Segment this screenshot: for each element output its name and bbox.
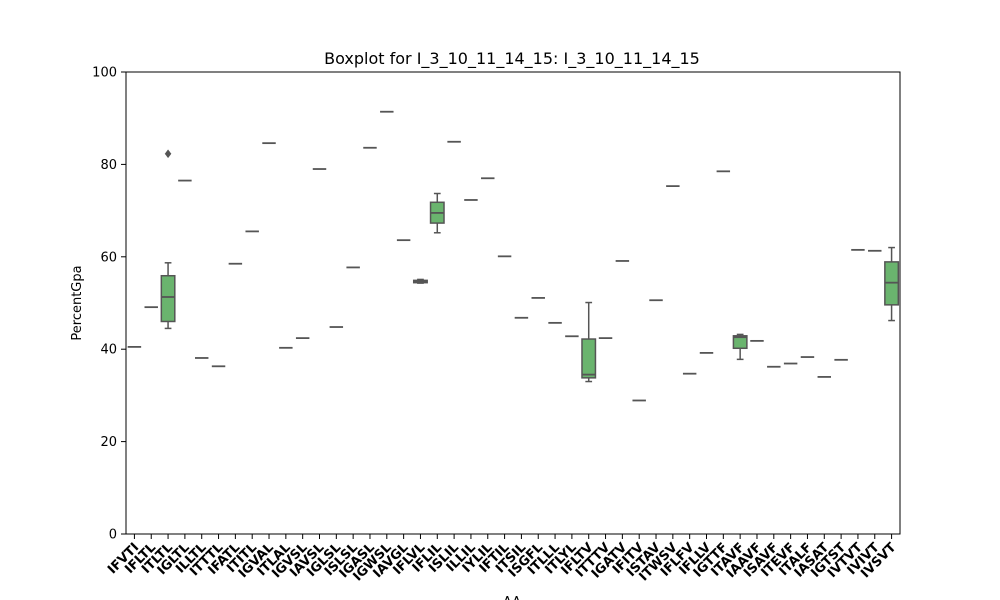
box-iflil: [429, 192, 445, 234]
box-iqr: [732, 335, 748, 350]
chart-title: Boxplot for I_3_10_11_14_15: I_3_10_11_1…: [324, 49, 700, 69]
box-iqr: [581, 338, 597, 379]
y-tick-label: 20: [100, 435, 117, 450]
boxes-group: [127, 110, 900, 402]
y-tick-label: 80: [100, 158, 117, 173]
box-iqr: [160, 274, 176, 323]
box-itltl: [160, 149, 176, 330]
y-tick-label: 60: [100, 250, 117, 265]
y-axis-label: PercentGpa: [70, 265, 85, 340]
plot-frame: [125, 71, 901, 535]
box-ifltv: [581, 301, 597, 383]
y-axis: 0 20 40 60 80 100: [92, 66, 126, 543]
plot-area: [125, 71, 901, 535]
box-ivsvt: [884, 246, 900, 322]
y-tick-label: 0: [109, 528, 117, 543]
x-axis: IFVTIIFLTLITLTLIGLTLILLTLITTTLIFATLITITL…: [105, 534, 899, 584]
x-axis-label: AA: [503, 595, 521, 600]
y-tick-label: 100: [92, 66, 117, 81]
box-iflvl: [412, 278, 428, 284]
box-itavf: [732, 333, 748, 361]
outlier-point: [164, 149, 172, 159]
y-tick-label: 40: [100, 343, 117, 358]
